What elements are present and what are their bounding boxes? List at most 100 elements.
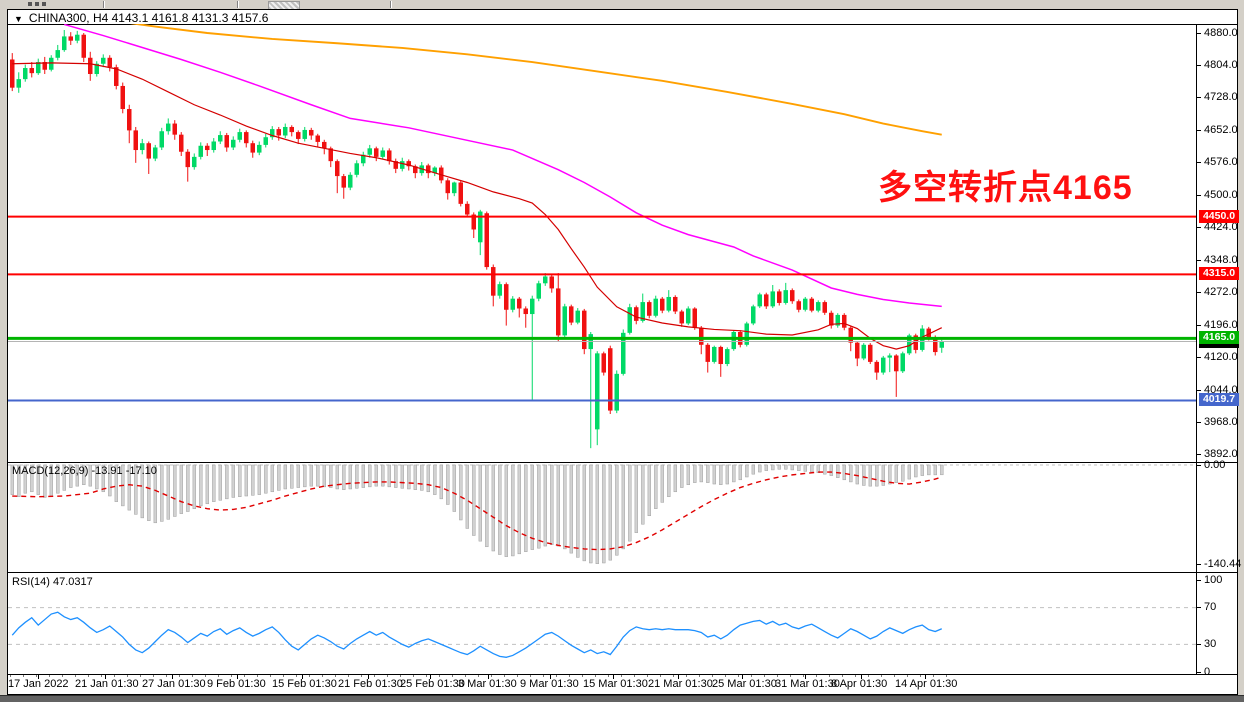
time-minor-tick [75,675,76,677]
macd-pane-canvas[interactable] [8,463,1196,571]
toolbar-mini-icon [28,2,32,6]
time-tick [925,675,926,679]
time-tick-label: 27 Jan 01:30 [142,678,206,690]
time-minor-tick [10,675,11,677]
price-tick-label: 4196.0 [1204,319,1238,331]
chart-title-bar: ▼ CHINA300, H4 4143.1 4161.8 4131.3 4157.… [14,11,268,25]
price-tick [1196,422,1201,423]
time-tick [550,675,551,679]
time-minor-tick [673,675,674,677]
price-tick-label: 4652.0 [1204,124,1238,136]
price-tick [1196,130,1201,131]
level-price-badge: 4315.0 [1199,267,1239,280]
time-minor-tick [699,675,700,677]
time-minor-tick [829,675,830,677]
time-minor-tick [608,675,609,677]
time-minor-tick [179,675,180,677]
time-minor-tick [231,675,232,677]
macd-indicator-label: MACD(12,26,9) -13.91 -17.10 [12,465,157,477]
rsi-tick-label: 30 [1204,638,1217,650]
rsi-line [11,611,943,658]
toolbar-separator [103,1,105,8]
time-minor-tick [348,675,349,677]
annotation-text[interactable]: 多空转折点4165 [878,169,1133,207]
macd-tick [1196,465,1201,466]
time-tick-label: 14 Apr 01:30 [895,678,958,690]
time-tick [613,675,614,679]
price-axis-border [1196,24,1197,674]
macd-tick [1196,564,1201,565]
time-minor-tick [530,675,531,677]
toolbar-separator [237,1,239,8]
time-minor-tick [478,675,479,677]
time-minor-tick [153,675,154,677]
price-tick-label: 4500.0 [1204,189,1238,201]
macd-pane-separator[interactable] [7,462,1237,463]
macd-tick-label: 0.00 [1204,459,1226,471]
time-minor-tick [140,675,141,677]
rsi-tick-label: 100 [1204,574,1223,586]
time-tick-label: 31 Mar 01:30 [775,678,840,690]
time-minor-tick [62,675,63,677]
price-tick-label: 4728.0 [1204,91,1238,103]
level-price-badge: 4165.0 [1199,331,1239,344]
price-tick [1196,325,1201,326]
time-minor-tick [569,675,570,677]
price-tick-label: 4804.0 [1204,59,1238,71]
time-minor-tick [842,675,843,677]
time-tick-label: 15 Feb 01:30 [272,678,337,690]
time-minor-tick [439,675,440,677]
time-minor-tick [361,675,362,677]
time-tick [302,675,303,679]
time-tick [105,675,106,679]
time-tick-label: 8 Apr 01:30 [831,678,888,690]
price-tick-label: 3892.0 [1204,448,1238,460]
time-minor-tick [296,675,297,677]
price-pane-canvas[interactable] [8,24,1196,462]
time-minor-tick [556,675,557,677]
price-tick [1196,260,1201,261]
time-minor-tick [257,675,258,677]
time-minor-tick [465,675,466,677]
macd-tick-label: -140.44 [1204,558,1242,570]
rsi-tick-label: 0 [1204,666,1211,678]
background-toolbar-fragment [0,0,1244,10]
price-tick [1196,162,1201,163]
time-minor-tick [686,675,687,677]
time-minor-tick [413,675,414,677]
time-minor-tick [881,675,882,677]
time-minor-tick [751,675,752,677]
time-minor-tick [335,675,336,677]
time-minor-tick [777,675,778,677]
time-minor-tick [517,675,518,677]
time-tick [172,675,173,679]
time-minor-tick [400,675,401,677]
price-tick [1196,227,1201,228]
macd-signal-line [12,471,942,551]
time-minor-tick [49,675,50,677]
rsi-pane-separator[interactable] [7,572,1237,573]
time-minor-tick [127,675,128,677]
time-minor-tick [764,675,765,677]
price-tick [1196,454,1201,455]
time-tick-label: 25 Mar 01:30 [712,678,777,690]
level-price-badge: 4450.0 [1199,210,1239,223]
time-minor-tick [803,675,804,677]
time-minor-tick [946,675,947,677]
time-tick [237,675,238,679]
time-tick-label: 21 Mar 01:30 [648,678,713,690]
symbol-dropdown-icon[interactable]: ▼ [14,14,23,24]
price-tick-label: 4880.0 [1204,27,1238,39]
time-minor-tick [192,675,193,677]
price-tick [1196,33,1201,34]
bottom-status-strip [0,695,1244,702]
time-tick-label: 9 Feb 01:30 [207,678,266,690]
time-minor-tick [712,675,713,677]
rsi-pane-canvas[interactable] [8,573,1196,673]
moving-average-ma-mid-magenta [64,24,942,308]
time-tick-label: 21 Feb 01:30 [338,678,403,690]
price-tick-label: 3968.0 [1204,416,1238,428]
rsi-tick [1196,672,1201,673]
time-minor-tick [595,675,596,677]
time-minor-tick [582,675,583,677]
